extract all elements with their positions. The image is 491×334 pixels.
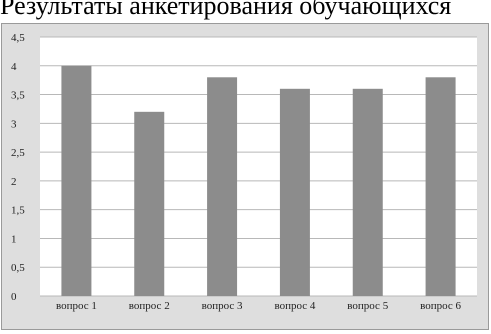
y-tick-label: 4 — [11, 61, 17, 73]
bar — [134, 111, 165, 296]
bar — [61, 65, 92, 297]
x-tick-label: вопрос 2 — [129, 300, 170, 312]
y-tick-label: 0,5 — [11, 262, 25, 274]
x-tick-label: вопрос 3 — [202, 300, 243, 312]
y-axis-ticks: 0 0,5 1 1,5 2 2,5 3 3,5 4 4,5 — [11, 32, 25, 303]
plot-area — [40, 37, 477, 296]
bar — [279, 88, 310, 296]
bar — [352, 88, 383, 296]
y-tick-label: 2,5 — [11, 147, 25, 159]
y-tick-label: 4,5 — [11, 32, 25, 44]
y-tick-label: 1 — [11, 233, 17, 245]
grid-lines — [40, 36, 477, 297]
bar — [425, 77, 456, 297]
y-tick-label: 1,5 — [11, 205, 25, 217]
x-axis-ticks: вопрос 1 вопрос 2 вопрос 3 вопрос 4 вопрос 5… — [56, 300, 462, 312]
bars — [61, 65, 456, 297]
x-tick-label: вопрос 4 — [274, 300, 315, 312]
y-tick-label: 3 — [11, 118, 17, 130]
chart-title: Результаты анкетирования обучающихся — [0, 0, 452, 20]
x-tick-label: вопрос 5 — [347, 300, 388, 312]
y-tick-label: 2 — [11, 176, 17, 188]
y-tick-label: 0 — [11, 291, 17, 303]
y-tick-label: 3,5 — [11, 90, 25, 102]
x-tick-label: вопрос 1 — [56, 300, 97, 312]
x-tick-label: вопрос 6 — [420, 300, 461, 312]
bar — [207, 77, 238, 297]
